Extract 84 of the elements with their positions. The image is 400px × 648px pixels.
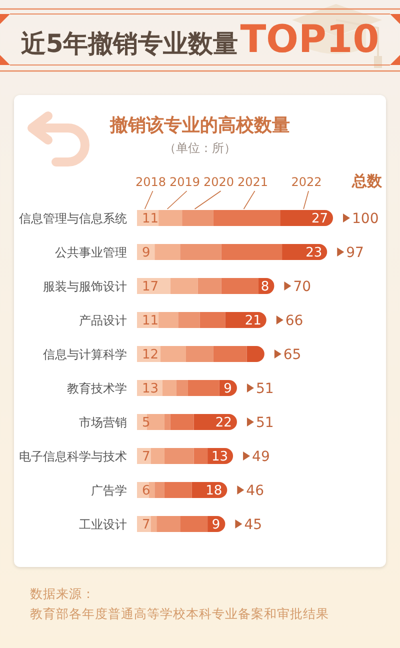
bar	[170, 414, 194, 430]
bar	[180, 244, 222, 260]
bar	[225, 312, 266, 328]
y-tick-label: 工业设计	[79, 517, 127, 532]
y-tick-label: 电子信息科学与技术	[19, 449, 127, 464]
y-tick-label: 服装与服饰设计	[43, 279, 127, 294]
data-label: 23	[306, 246, 322, 261]
y-tick-label: 市场营销	[79, 415, 127, 430]
bar	[158, 210, 182, 226]
total-label: 66	[285, 313, 304, 329]
total-label: 45	[244, 517, 262, 533]
bar	[186, 346, 214, 362]
y-tick-label: 教育技术学	[67, 381, 127, 396]
bar	[164, 482, 192, 498]
bar	[154, 244, 180, 260]
total-label: 65	[283, 347, 302, 363]
total-label: 46	[246, 483, 264, 499]
y-tick-label: 信息与计算科学	[43, 347, 127, 362]
data-label: 13	[142, 382, 159, 397]
bar	[158, 312, 178, 328]
data-label: 7	[142, 518, 150, 533]
total-label: 100	[352, 211, 379, 227]
bar	[198, 278, 222, 294]
bar	[213, 210, 280, 226]
total-label: 49	[252, 449, 270, 465]
bar	[221, 278, 259, 294]
data-label: 7	[142, 450, 150, 465]
bar	[282, 244, 328, 260]
bar	[170, 278, 198, 294]
bar	[164, 448, 194, 464]
data-label: 9	[224, 382, 232, 397]
total-label: 97	[346, 245, 364, 261]
data-label: 18	[206, 484, 222, 499]
y-tick-label: 公共事业管理	[55, 245, 127, 260]
bar	[221, 244, 282, 260]
data-label: 12	[142, 348, 159, 363]
data-label: 21	[244, 314, 262, 329]
total-label: 51	[256, 415, 274, 431]
text: 总数	[350, 172, 383, 190]
total-label: 51	[256, 381, 274, 397]
data-label: 11	[142, 212, 159, 227]
bar	[213, 346, 247, 362]
bar	[162, 380, 176, 396]
bar	[280, 210, 333, 226]
bar	[148, 482, 155, 498]
text: （单位：所）	[163, 140, 237, 156]
bar	[178, 312, 200, 328]
bar	[200, 312, 226, 328]
series-label: 2019	[170, 175, 200, 189]
series-label: 2022	[291, 175, 322, 189]
data-label: 9	[212, 518, 220, 533]
total-label: 70	[293, 279, 312, 295]
bar	[137, 278, 170, 294]
chart-title: 近5年撤销专业数量TOP10	[20, 17, 380, 61]
bar	[150, 448, 164, 464]
bar	[160, 346, 186, 362]
data-label: 13	[211, 450, 228, 465]
y-tick-label: 广告学	[91, 483, 127, 498]
data-label: 6	[142, 484, 150, 499]
series-label: 2021	[238, 175, 268, 189]
data-label: 5	[142, 416, 150, 431]
bar	[176, 380, 188, 396]
bar	[188, 380, 220, 396]
data-label: 9	[142, 246, 150, 261]
y-tick-label: 信息管理与信息系统	[19, 211, 127, 226]
series-label: 2018	[136, 175, 166, 189]
series-label: 2020	[204, 175, 234, 189]
bar	[164, 414, 170, 430]
bar	[180, 516, 208, 532]
bar	[150, 516, 157, 532]
data-label: 8	[260, 280, 270, 295]
bar	[194, 448, 208, 464]
data-label: 11	[142, 314, 159, 329]
bar	[156, 516, 180, 532]
bar	[182, 210, 214, 226]
bar	[154, 482, 164, 498]
data-label: 22	[215, 416, 232, 431]
text: 教育部各年度普通高等学校本科专业备案和审批结果	[30, 606, 329, 622]
chart-subtitle: 撤销该专业的高校数量	[108, 114, 291, 138]
source-note: 数据来源：	[30, 586, 95, 602]
data-label: 17	[142, 280, 159, 295]
bar	[194, 414, 237, 430]
y-tick-label: 产品设计	[79, 313, 127, 328]
data-label: 27	[311, 212, 328, 227]
